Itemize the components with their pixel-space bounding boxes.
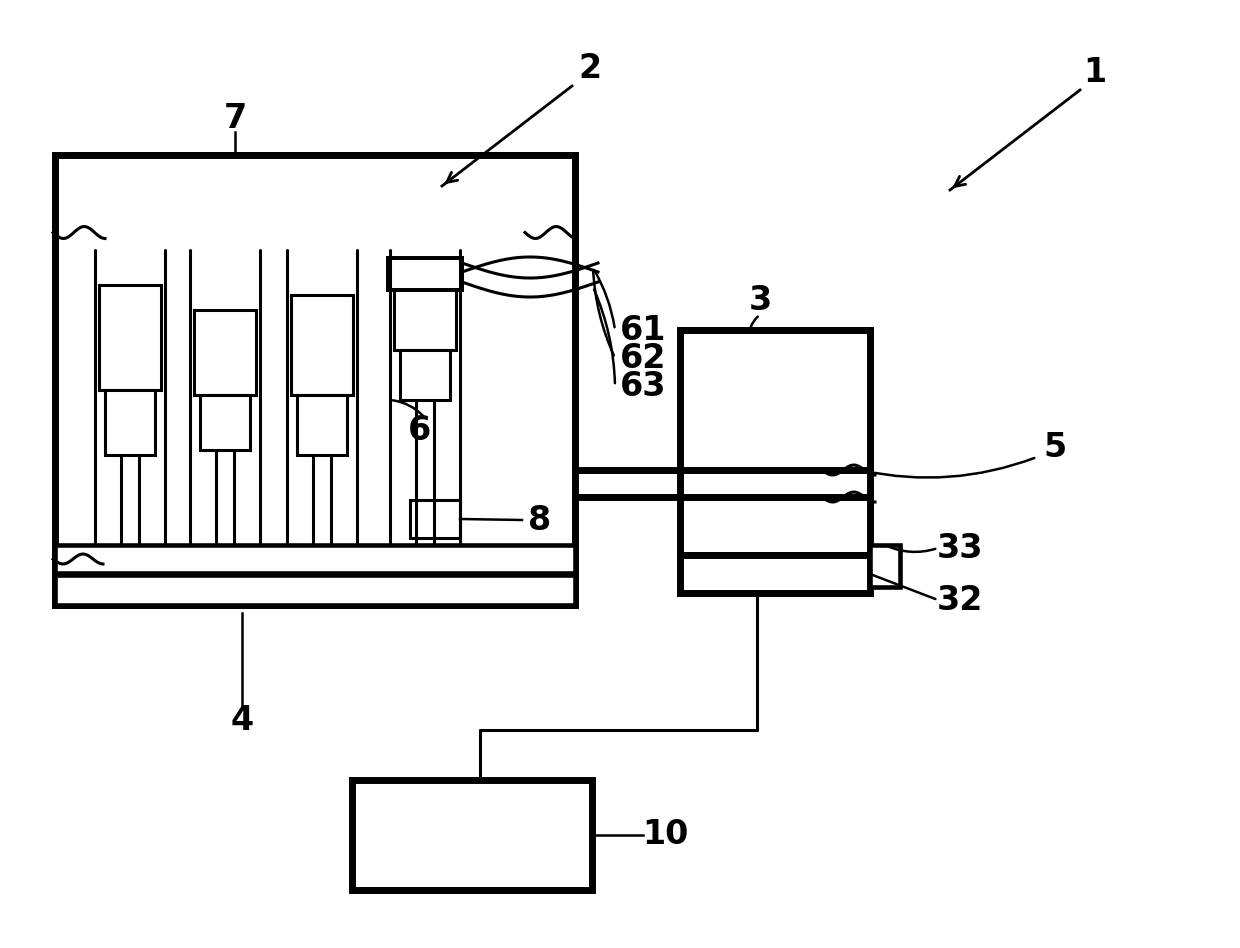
- Text: 10: 10: [642, 818, 688, 851]
- Text: 63: 63: [620, 370, 667, 403]
- Bar: [680, 330, 870, 555]
- Bar: [69, 155, 560, 197]
- Bar: [291, 295, 353, 395]
- Text: 7: 7: [223, 101, 247, 135]
- Text: 6: 6: [408, 413, 432, 447]
- Bar: [401, 350, 450, 400]
- Bar: [680, 555, 870, 593]
- Bar: [352, 780, 591, 890]
- Text: 2: 2: [578, 51, 601, 84]
- Bar: [99, 285, 161, 390]
- Bar: [410, 500, 460, 538]
- Text: 3: 3: [749, 283, 771, 317]
- Text: 33: 33: [936, 532, 983, 564]
- Text: 8: 8: [528, 503, 552, 537]
- Bar: [55, 155, 575, 605]
- Bar: [200, 395, 250, 450]
- Bar: [55, 215, 575, 250]
- Bar: [870, 545, 900, 587]
- Bar: [388, 258, 463, 290]
- Bar: [105, 390, 155, 455]
- Text: 1: 1: [1084, 56, 1106, 88]
- Bar: [298, 395, 347, 455]
- Text: 32: 32: [936, 584, 983, 616]
- Text: 4: 4: [231, 703, 253, 737]
- Bar: [193, 310, 255, 395]
- Text: 62: 62: [620, 341, 666, 374]
- Bar: [394, 270, 456, 350]
- Text: 61: 61: [620, 314, 666, 347]
- Text: 5: 5: [1043, 430, 1066, 464]
- Bar: [55, 545, 575, 573]
- Bar: [55, 575, 575, 605]
